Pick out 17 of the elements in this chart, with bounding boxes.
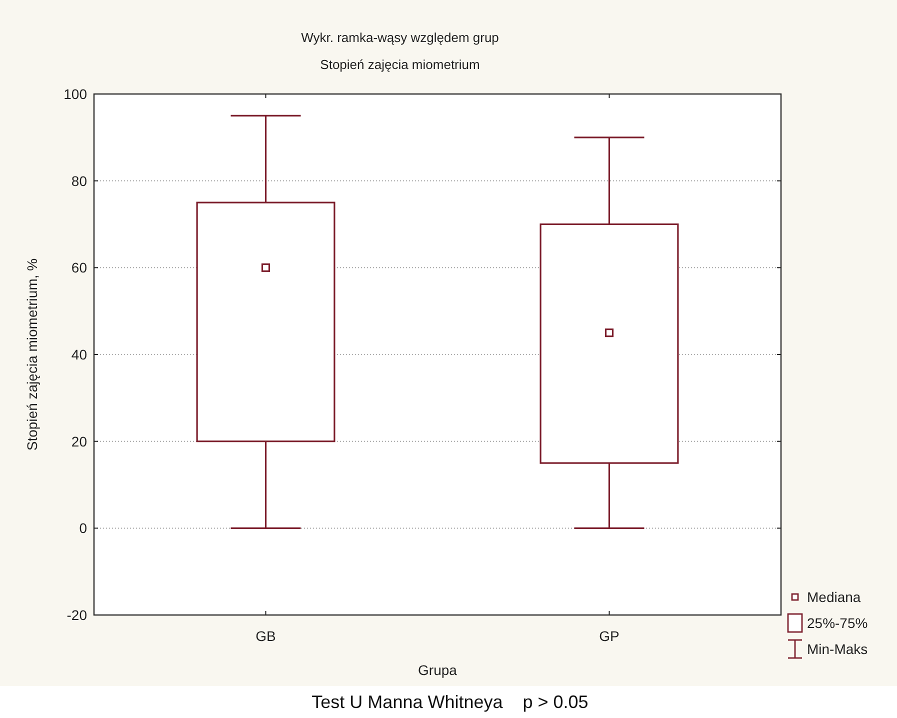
y-axis-title: Stopień zajęcia miometrium, %	[24, 258, 40, 451]
y-tick-label: 100	[64, 86, 88, 102]
text: Min-Maks	[807, 641, 868, 657]
y-tick-label: 60	[71, 260, 88, 276]
y-tick-label: 40	[71, 346, 88, 362]
y-tick-label: -20	[66, 607, 88, 623]
text: 25%-75%	[807, 615, 868, 631]
text: Mediana	[807, 589, 861, 605]
text: Test U Manna Whitneya p > 0.05	[312, 692, 588, 712]
y-tick-label: 20	[71, 433, 88, 450]
chart-title: Wykr. ramka-wąsy względem grup	[301, 30, 499, 45]
x-tick-label: GB	[256, 628, 276, 644]
y-tick-label: 80	[71, 172, 88, 189]
x-axis-title: Grupa	[418, 662, 458, 678]
chart-subtitle: Stopień zajęcia miometrium	[320, 57, 480, 72]
y-tick-label: 0	[79, 520, 88, 536]
x-tick-label: GP	[599, 628, 620, 644]
